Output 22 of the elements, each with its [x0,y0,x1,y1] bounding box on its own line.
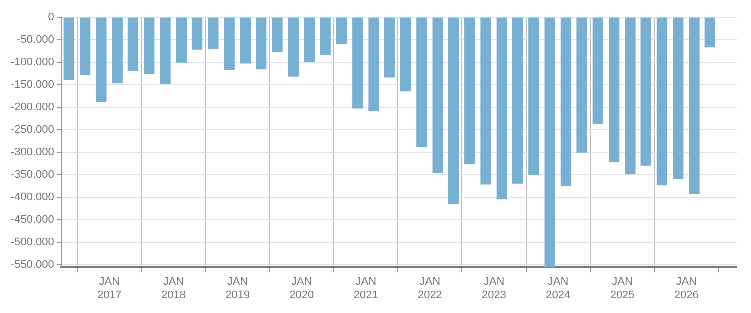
y-tick-label: -100.000 [10,56,54,69]
y-tick-label: -550.000 [10,258,54,271]
y-tick-label: -250.000 [10,124,54,136]
x-tick-label: JAN 2019 [226,276,250,302]
y-tick-label: -500.000 [10,236,54,248]
x-tick-label: JAN 2025 [610,276,635,302]
x-tick-label: JAN 2017 [97,276,122,302]
x-tick-label: JAN 2024 [546,276,571,302]
x-tick-label: JAN 2026 [674,276,699,302]
y-tick-label: -350.000 [10,169,54,182]
y-tick-label: -400.000 [10,191,54,204]
y-tick-label: -150.000 [10,79,54,92]
y-tick-label: -450.000 [10,214,54,226]
y-tick-label: -50.000 [17,34,54,46]
x-tick-label: JAN 2023 [482,276,506,302]
x-tick-label: JAN 2020 [290,276,314,302]
y-tick-label: -200.000 [10,102,54,114]
y-tick-label: -300.000 [10,146,54,159]
y-tick-label: 0 [48,12,54,24]
x-tick-label: JAN 2021 [354,276,378,302]
x-tick-label: JAN 2022 [418,276,442,302]
x-tick-label: JAN 2018 [162,276,186,302]
